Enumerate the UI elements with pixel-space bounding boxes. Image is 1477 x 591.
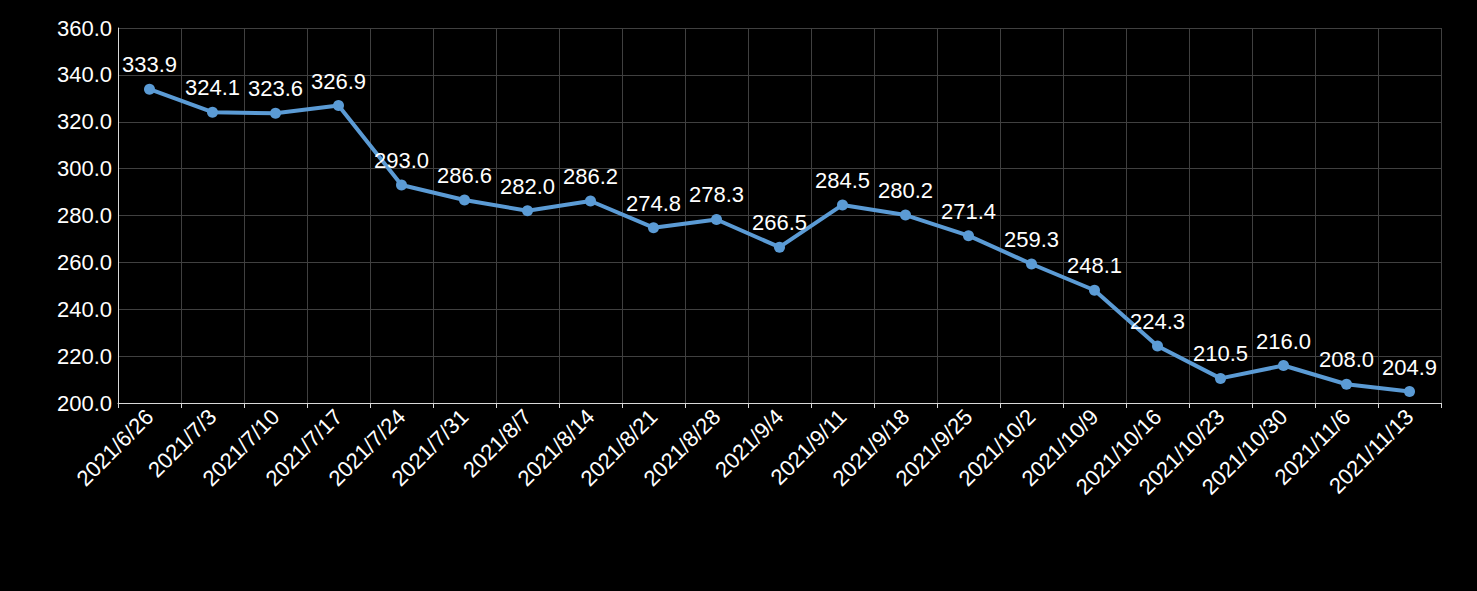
svg-text:2021/8/28: 2021/8/28 [638,404,725,491]
svg-text:2021/8/14: 2021/8/14 [512,404,600,491]
svg-text:2021/10/23: 2021/10/23 [1133,404,1230,500]
svg-text:333.9: 333.9 [122,52,177,77]
svg-text:2021/11/13: 2021/11/13 [1324,404,1418,498]
svg-text:293.0: 293.0 [374,148,429,173]
svg-text:323.6: 323.6 [248,76,303,101]
svg-text:210.5: 210.5 [1193,341,1248,366]
svg-text:280.2: 280.2 [878,178,933,203]
svg-text:278.3: 278.3 [689,182,744,207]
svg-text:2021/7/17: 2021/7/17 [260,404,348,491]
svg-text:220.0: 220.0 [57,344,112,369]
svg-text:286.6: 286.6 [437,163,492,188]
svg-text:216.0: 216.0 [1256,329,1311,354]
svg-text:2021/9/25: 2021/9/25 [890,404,978,491]
svg-text:300.0: 300.0 [57,156,112,181]
svg-text:2021/10/16: 2021/10/16 [1070,404,1167,500]
svg-text:259.3: 259.3 [1004,227,1059,252]
svg-text:266.5: 266.5 [752,210,807,235]
svg-text:320.0: 320.0 [57,109,112,134]
svg-text:208.0: 208.0 [1319,347,1374,372]
svg-text:271.4: 271.4 [941,199,996,224]
svg-text:282.0: 282.0 [500,174,555,199]
svg-text:260.0: 260.0 [57,250,112,275]
svg-text:2021/11/6: 2021/11/6 [1269,404,1356,490]
svg-text:274.8: 274.8 [626,191,681,216]
svg-text:224.3: 224.3 [1130,309,1185,334]
svg-text:248.1: 248.1 [1067,253,1122,278]
svg-text:2021/7/3: 2021/7/3 [143,404,222,483]
svg-text:2021/9/18: 2021/9/18 [827,404,915,491]
svg-text:204.9: 204.9 [1382,355,1437,380]
svg-text:2021/9/4: 2021/9/4 [710,404,789,483]
svg-text:340.0: 340.0 [57,62,112,87]
svg-text:2021/7/24: 2021/7/24 [323,404,411,491]
svg-text:324.1: 324.1 [185,75,240,100]
svg-text:240.0: 240.0 [57,297,112,322]
svg-text:326.9: 326.9 [311,69,366,94]
svg-text:284.5: 284.5 [815,168,870,193]
svg-text:2021/10/2: 2021/10/2 [953,404,1041,491]
svg-text:2021/7/31: 2021/7/31 [386,404,473,491]
svg-text:200.0: 200.0 [57,391,112,416]
svg-text:2021/8/7: 2021/8/7 [458,404,537,483]
svg-text:286.2: 286.2 [563,164,618,189]
svg-text:2021/10/30: 2021/10/30 [1197,404,1292,499]
svg-text:360.0: 360.0 [57,16,112,41]
svg-text:2021/10/9: 2021/10/9 [1016,404,1104,491]
svg-text:2021/7/10: 2021/7/10 [197,404,285,491]
svg-text:2021/8/21: 2021/8/21 [575,404,663,491]
svg-text:2021/6/26: 2021/6/26 [71,404,158,491]
svg-text:2021/9/11: 2021/9/11 [765,404,852,490]
svg-text:280.0: 280.0 [57,203,112,228]
